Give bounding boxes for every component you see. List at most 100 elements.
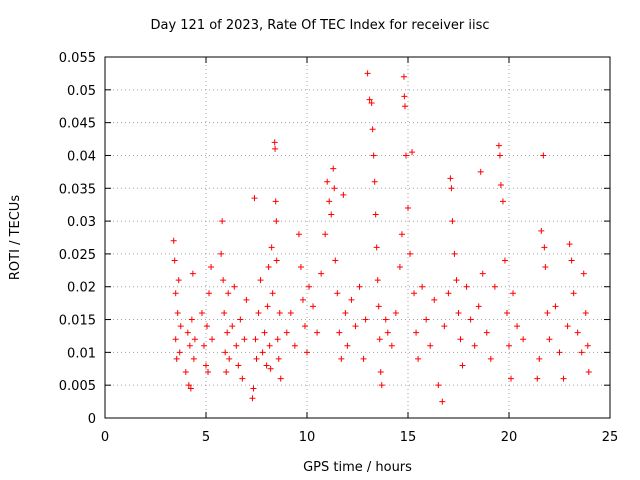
data-point	[541, 244, 548, 251]
data-point	[269, 290, 276, 297]
data-point	[540, 152, 547, 159]
data-point	[392, 309, 399, 316]
data-point	[170, 237, 177, 244]
data-point	[423, 316, 430, 323]
data-point	[229, 323, 236, 330]
data-point	[272, 145, 279, 152]
data-point	[449, 218, 456, 225]
data-point	[497, 181, 504, 188]
data-point	[221, 309, 228, 316]
data-point	[255, 309, 262, 316]
data-point	[226, 355, 233, 362]
data-point	[173, 355, 180, 362]
data-point	[483, 329, 490, 336]
data-point	[536, 355, 543, 362]
data-point	[301, 323, 308, 330]
data-point	[273, 257, 280, 264]
data-point	[253, 355, 260, 362]
data-point	[251, 195, 258, 202]
data-point	[259, 349, 266, 356]
y-axis-label: ROTI / TECUs	[8, 195, 23, 280]
data-point	[382, 316, 389, 323]
data-point	[330, 165, 337, 172]
data-point	[261, 329, 268, 336]
data-point	[580, 270, 587, 277]
data-point	[375, 303, 382, 310]
data-point	[585, 369, 592, 376]
y-tick-label: 0.005	[59, 379, 96, 394]
data-point	[496, 152, 503, 159]
data-point	[189, 270, 196, 277]
data-point	[411, 290, 418, 297]
y-tick-label: 0.02	[67, 281, 96, 296]
y-tick-label: 0.05	[67, 84, 96, 99]
y-tick-label: 0.025	[59, 248, 96, 263]
data-point	[441, 323, 448, 330]
y-tick-label: 0.015	[59, 314, 96, 329]
x-tick-label: 0	[101, 430, 109, 445]
data-point	[415, 355, 422, 362]
data-point	[224, 329, 231, 336]
data-point	[344, 342, 351, 349]
data-point	[176, 349, 183, 356]
data-point	[371, 178, 378, 185]
data-point	[204, 323, 211, 330]
data-point	[237, 316, 244, 323]
data-point	[186, 342, 193, 349]
data-point	[471, 342, 478, 349]
data-point	[409, 149, 416, 156]
data-point	[326, 198, 333, 205]
data-point	[243, 296, 250, 303]
data-point	[274, 336, 281, 343]
data-point	[297, 264, 304, 271]
data-point	[384, 329, 391, 336]
data-point	[191, 336, 198, 343]
data-point	[373, 244, 380, 251]
data-point	[372, 211, 379, 218]
data-point	[287, 309, 294, 316]
x-tick-label: 10	[299, 430, 316, 445]
data-point	[338, 355, 345, 362]
data-point	[249, 395, 256, 402]
data-point	[402, 152, 409, 159]
data-point	[188, 316, 195, 323]
data-point	[331, 185, 338, 192]
data-point	[266, 342, 273, 349]
data-point	[352, 323, 359, 330]
data-point	[479, 270, 486, 277]
y-tick-label: 0.055	[59, 51, 96, 66]
data-point	[439, 398, 446, 405]
data-point	[552, 303, 559, 310]
data-point	[218, 250, 225, 257]
data-point	[356, 283, 363, 290]
data-point	[427, 342, 434, 349]
data-point	[250, 385, 257, 392]
y-tick-label: 0.04	[67, 149, 96, 164]
data-point	[257, 277, 264, 284]
data-point	[503, 309, 510, 316]
data-point	[377, 369, 384, 376]
data-point	[342, 309, 349, 316]
data-point	[299, 296, 306, 303]
data-point	[222, 349, 229, 356]
data-point	[388, 342, 395, 349]
data-point	[556, 349, 563, 356]
data-point	[203, 362, 209, 369]
data-point	[405, 204, 411, 211]
data-point	[455, 309, 462, 316]
data-point	[185, 382, 192, 389]
data-point	[273, 218, 280, 225]
x-axis-label: GPS time / hours	[303, 460, 412, 475]
y-tick-label: 0.035	[59, 182, 96, 197]
data-point	[487, 355, 494, 362]
data-point	[208, 264, 215, 271]
data-point	[510, 290, 517, 297]
data-point	[231, 283, 238, 290]
data-point	[265, 264, 272, 271]
data-point	[398, 231, 405, 238]
data-point	[475, 303, 482, 310]
data-point	[578, 349, 585, 356]
data-point	[362, 316, 369, 323]
